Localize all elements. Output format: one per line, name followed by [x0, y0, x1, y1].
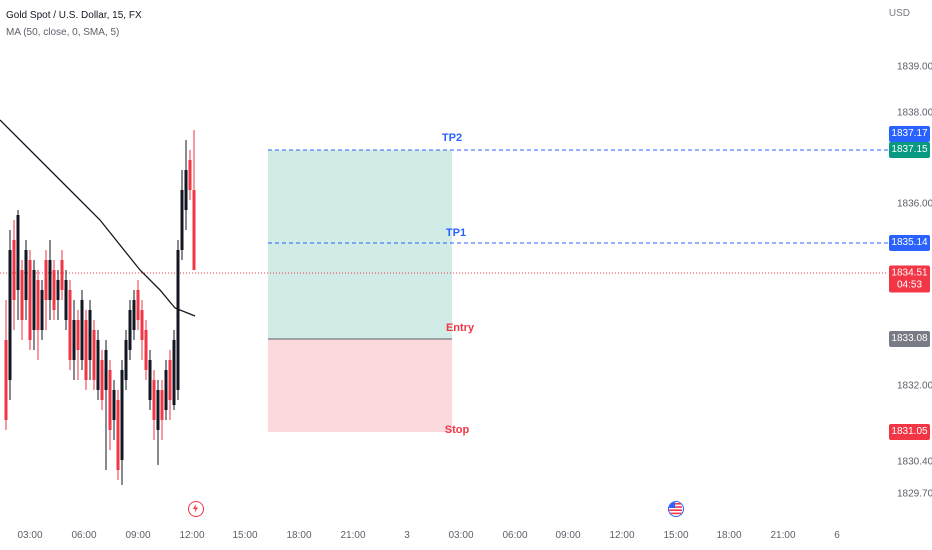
- currency-label[interactable]: USD: [888, 8, 910, 19]
- tp1-price-tag: 1835.14: [889, 235, 930, 251]
- candle-body: [44, 260, 48, 300]
- candle-body: [140, 310, 144, 340]
- time-tick: 06:00: [502, 530, 528, 541]
- candle-body: [100, 360, 104, 400]
- loss-zone[interactable]: [268, 339, 452, 432]
- candle-body: [128, 310, 132, 350]
- candle-body: [136, 290, 140, 320]
- moving-average-line: [0, 119, 196, 317]
- candle-body: [132, 300, 136, 330]
- candle-body: [112, 390, 116, 420]
- time-tick: 12:00: [179, 530, 205, 541]
- time-tick: 15:00: [663, 530, 689, 541]
- candle-body: [8, 250, 12, 380]
- time-tick: 12:00: [609, 530, 635, 541]
- candle-body: [144, 330, 148, 370]
- candle-body: [172, 340, 176, 405]
- price-tick: 1839.00: [897, 61, 932, 73]
- candle-body: [36, 280, 40, 330]
- price-tick: 1838.00: [897, 107, 932, 119]
- candle-body: [120, 370, 124, 460]
- candle-body: [192, 190, 196, 270]
- candle-body: [76, 320, 80, 350]
- time-tick: 21:00: [770, 530, 796, 541]
- candle-body: [116, 400, 120, 470]
- candle-body: [88, 310, 92, 360]
- candle-body: [24, 250, 28, 300]
- candle-body: [96, 340, 100, 390]
- time-tick: 18:00: [286, 530, 312, 541]
- candlesticks: [4, 130, 196, 485]
- candle-body: [160, 390, 164, 420]
- time-tick: 3: [404, 530, 410, 541]
- candle-body: [52, 270, 56, 310]
- price-tick: 1829.70: [897, 488, 932, 500]
- price-tick: 1832.00: [897, 380, 932, 392]
- stop-price-tag: 1831.05: [889, 424, 930, 440]
- last-price: 1834.51: [891, 267, 928, 279]
- candle-body: [64, 280, 68, 320]
- candle-body: [184, 170, 188, 210]
- candle-body: [48, 260, 52, 300]
- tp2-label: TP2: [441, 132, 463, 144]
- candle-body: [12, 240, 16, 300]
- candle-body: [104, 350, 108, 390]
- time-tick: 21:00: [340, 530, 366, 541]
- indicator-legend[interactable]: MA (50, close, 0, SMA, 5): [6, 27, 120, 38]
- us-flag-event-icon[interactable]: [668, 501, 684, 517]
- last-price-tag: 1834.51 04:53: [889, 265, 930, 293]
- tp2-price-tag: 1837.17: [889, 126, 930, 142]
- candle-body: [188, 160, 192, 190]
- candle-body: [164, 370, 168, 410]
- candle-body: [32, 270, 36, 330]
- candle-body: [180, 190, 184, 250]
- lightning-event-icon[interactable]: [188, 501, 204, 517]
- high-price-tag: 1837.15: [889, 142, 930, 158]
- entry-price-tag: 1833.08: [889, 331, 930, 347]
- time-tick: 09:00: [555, 530, 581, 541]
- entry-label: Entry: [445, 322, 475, 334]
- profit-zone[interactable]: [268, 150, 452, 339]
- time-tick: 03:00: [448, 530, 474, 541]
- time-tick: 6: [834, 530, 840, 541]
- candle-body: [40, 290, 44, 330]
- stop-label: Stop: [444, 424, 470, 436]
- candle-body: [28, 260, 32, 340]
- candle-body: [60, 260, 64, 290]
- time-tick: 06:00: [71, 530, 97, 541]
- time-tick: 03:00: [17, 530, 43, 541]
- candle-body: [124, 340, 128, 380]
- candle-body: [16, 215, 20, 290]
- bar-countdown: 04:53: [896, 279, 923, 291]
- time-tick: 15:00: [232, 530, 258, 541]
- price-tick: 1830.40: [897, 456, 932, 468]
- price-tick: 1836.00: [897, 198, 932, 210]
- candle-body: [84, 320, 88, 380]
- candle-body: [156, 390, 160, 430]
- candle-body: [148, 360, 152, 400]
- candle-body: [56, 280, 60, 300]
- candle-body: [80, 300, 84, 360]
- candle-body: [152, 380, 156, 420]
- candle-body: [20, 270, 24, 320]
- candle-body: [92, 330, 96, 380]
- symbol-title[interactable]: Gold Spot / U.S. Dollar, 15, FX: [6, 10, 142, 21]
- candle-body: [68, 290, 72, 360]
- candle-body: [108, 370, 112, 430]
- time-tick: 09:00: [125, 530, 151, 541]
- tp1-label: TP1: [445, 227, 467, 239]
- candle-body: [4, 340, 8, 420]
- candle-body: [72, 320, 76, 360]
- candle-body: [168, 360, 172, 400]
- time-tick: 18:00: [716, 530, 742, 541]
- candle-body: [176, 250, 180, 390]
